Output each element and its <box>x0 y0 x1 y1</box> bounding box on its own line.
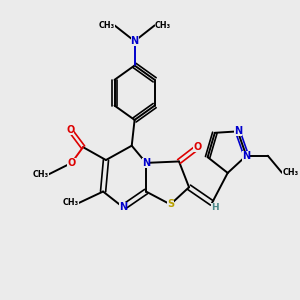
Text: CH₃: CH₃ <box>154 21 171 30</box>
Text: O: O <box>66 125 74 135</box>
Text: S: S <box>167 200 174 209</box>
Text: O: O <box>68 158 76 168</box>
Text: CH₃: CH₃ <box>63 199 79 208</box>
Text: CH₃: CH₃ <box>98 21 115 30</box>
Text: H: H <box>211 203 219 212</box>
Text: CH₃: CH₃ <box>32 170 49 179</box>
Text: CH₃: CH₃ <box>282 168 298 177</box>
Text: N: N <box>119 202 127 212</box>
Text: O: O <box>194 142 202 152</box>
Text: N: N <box>242 151 250 161</box>
Text: N: N <box>142 158 150 168</box>
Text: N: N <box>130 36 139 46</box>
Text: N: N <box>234 126 242 136</box>
